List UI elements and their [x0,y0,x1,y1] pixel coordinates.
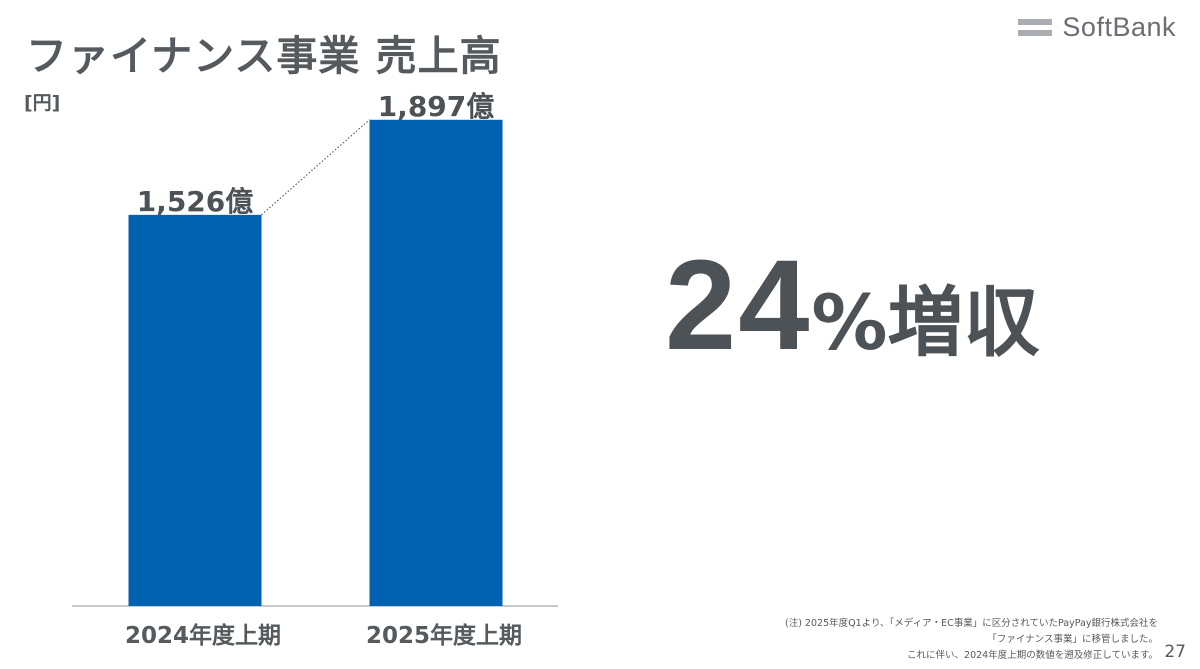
softbank-logo: SoftBank [1018,12,1176,43]
growth-connector-line [261,119,370,216]
growth-number: 24 [665,234,812,377]
footnote-line-3: これに伴い、2024年度上期の数値を遡及修正しています。 [907,650,1158,661]
footnote: (注) 2025年度Q1より、「メディア・EC事業」に区分されていたPayPay… [785,616,1158,664]
page-number: 27 [1164,642,1186,662]
bar-value-label-2: 1,897億 [378,90,495,123]
revenue-bar-chart: 1,526億 2024年度上期 1,897億 2025年度上期 [72,90,558,649]
category-label-2: 2025年度上期 [366,622,522,649]
page-title: ファイナンス事業 売上高 [26,32,502,80]
category-label-1: 2024年度上期 [125,622,281,649]
footnote-line-1: (注) 2025年度Q1より、「メディア・EC事業」に区分されていたPayPay… [785,618,1158,629]
bar-2 [369,119,503,606]
growth-percent: % [811,278,888,367]
bar-value-label-1: 1,526億 [137,185,254,218]
growth-label: 増収 [887,278,1040,367]
footnote-line-2: 「ファイナンス事業」に移管しました。 [987,634,1158,645]
growth-headline: 24%増収 [665,232,1040,379]
logo-text: SoftBank [1062,12,1176,42]
unit-label: [円] [24,92,61,114]
softbank-logo-icon [1018,19,1053,36]
bar-1 [128,214,262,606]
